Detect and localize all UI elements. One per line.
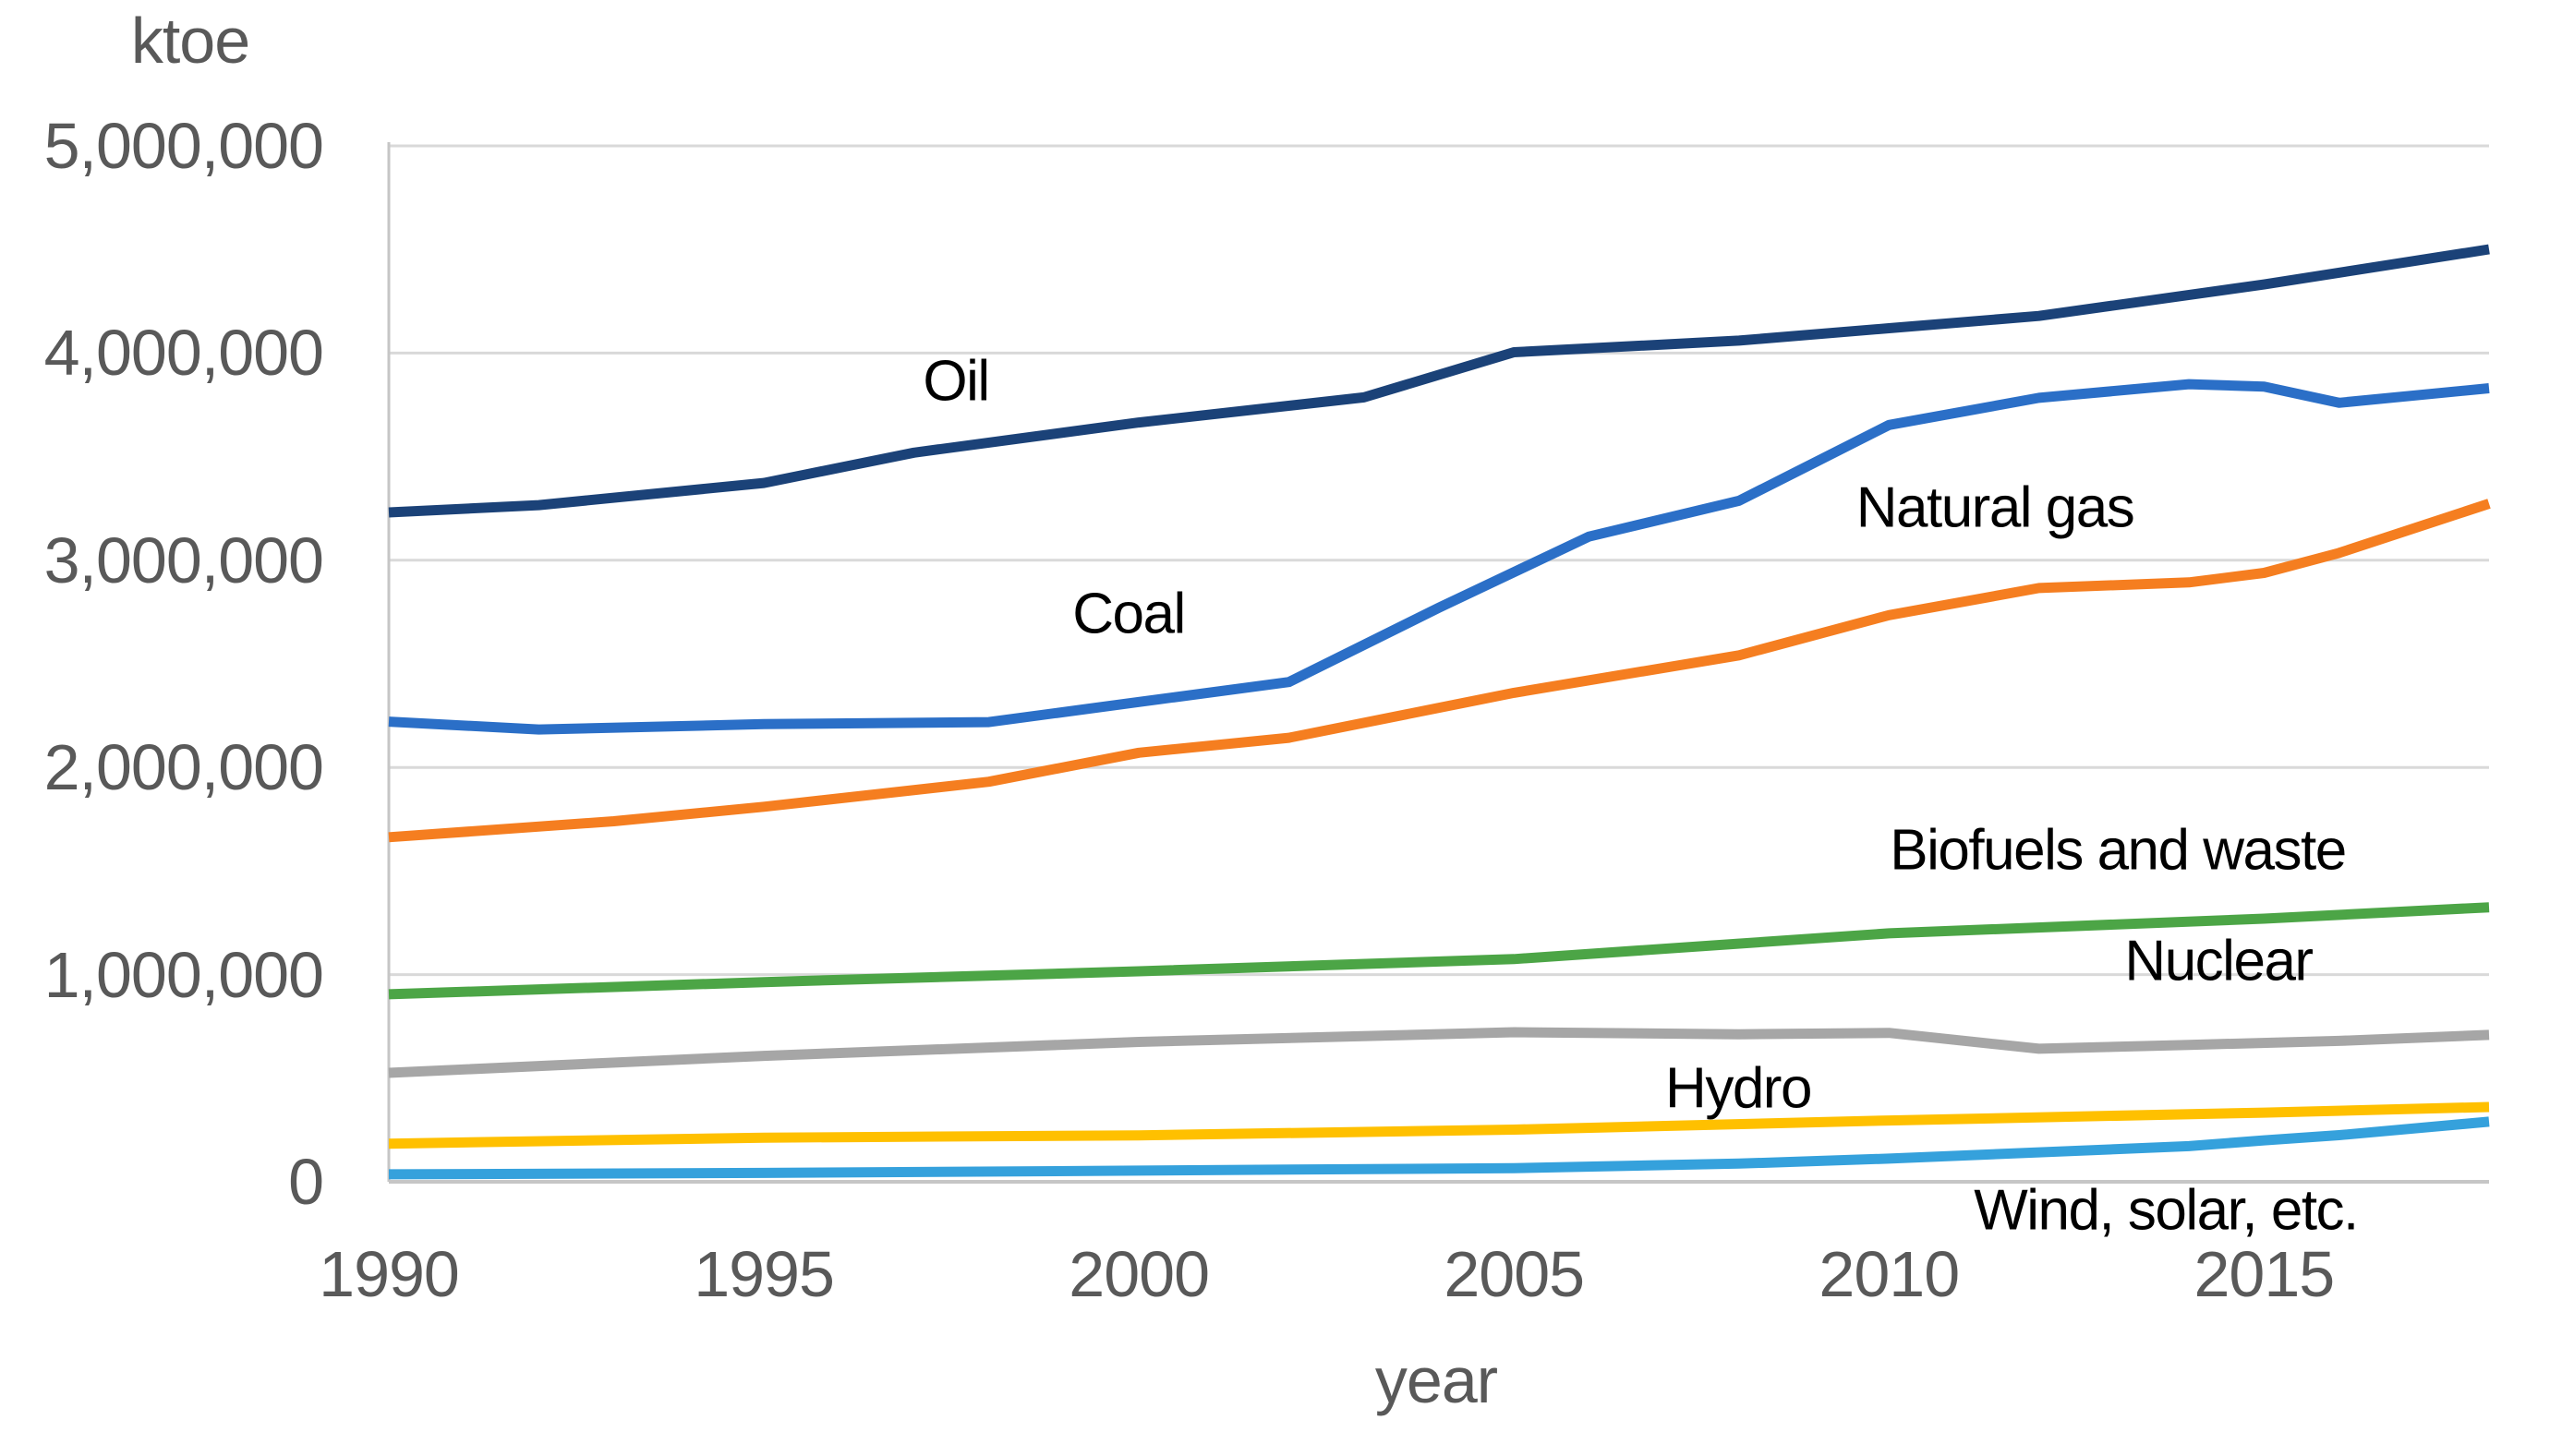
series-line-coal [388,379,2490,735]
y-tick-label: 0 [288,1146,324,1218]
series-label-nuclear: Nuclear [2124,929,2314,993]
x-axis-title: year [1374,1344,1498,1416]
x-tick-label: 2000 [1069,1238,1210,1310]
series-line-oil [388,244,2490,518]
x-tick-label: 1990 [319,1238,460,1310]
y-axis-title: ktoe [130,5,250,77]
series-line-biofuels-and-waste [388,902,2490,1000]
series-label-biofuels-and-waste: Biofuels and waste [1890,818,2347,883]
series-line-wind-solar-etc [388,1116,2490,1180]
series-line-nuclear [388,1027,2490,1078]
y-tick-label: 1,000,000 [43,938,324,1011]
series-label-natural-gas: Natural gas [1855,475,2135,540]
x-tick-label: 2010 [1819,1238,1960,1310]
series-label-wind-solar-etc: Wind, solar, etc. [1974,1178,2359,1243]
series-line-hydro [388,1101,2490,1149]
x-tick-label: 1995 [694,1238,835,1310]
x-tick-label: 2005 [1444,1238,1585,1310]
series-label-oil: Oil [923,349,990,414]
series-label-coal: Coal [1072,582,1186,646]
y-tick-label: 2,000,000 [43,731,324,804]
series-label-hydro: Hydro [1665,1056,1812,1121]
y-tick-label: 3,000,000 [43,523,324,596]
x-tick-label: 2015 [2193,1238,2335,1310]
y-tick-label: 5,000,000 [43,110,324,182]
y-tick-label: 4,000,000 [43,317,324,390]
series-line-natural-gas [388,499,2491,843]
